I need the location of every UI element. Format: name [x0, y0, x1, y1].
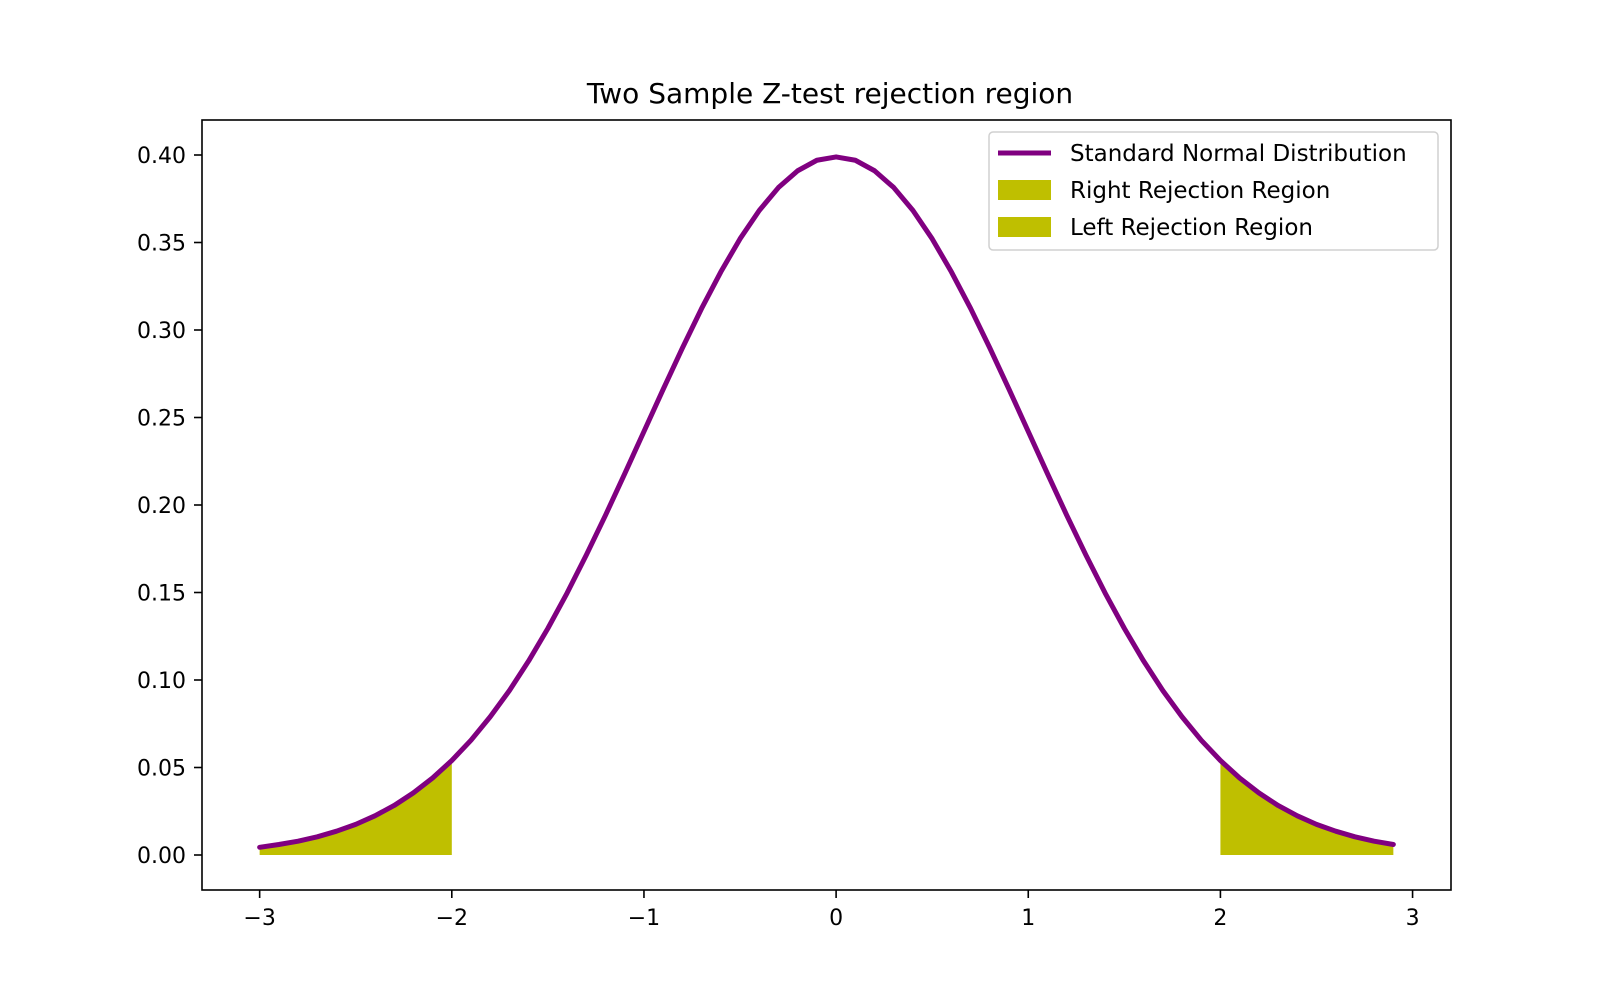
x-tick-label: 1 [1021, 906, 1035, 931]
legend-box [988, 131, 1439, 251]
y-tick-label: 0.35 [137, 232, 186, 257]
fill-left-rejection-region [259, 760, 452, 855]
legend-swatch [998, 180, 1051, 200]
x-tick-label: 2 [1213, 906, 1227, 931]
y-tick-label: 0.00 [137, 844, 186, 869]
x-tick-label: 3 [1406, 906, 1420, 931]
y-tick-label: 0.15 [137, 582, 186, 607]
y-tick-label: 0.25 [137, 407, 186, 432]
x-tick-label: −1 [628, 906, 660, 931]
legend-label: Standard Normal Distribution [1070, 141, 1407, 167]
x-tick-label: −3 [243, 906, 275, 931]
y-tick-label: 0.10 [137, 669, 186, 694]
legend-label: Left Rejection Region [1070, 215, 1313, 241]
x-tick-label: −2 [436, 906, 468, 931]
legend-swatch [998, 217, 1051, 237]
x-axis: −3 −2 −1 0 1 2 3 [243, 890, 1420, 931]
fill-right-rejection-region [1220, 760, 1394, 855]
y-tick-label: 0.30 [137, 319, 186, 344]
legend: Standard Normal Distribution Right Reject… [988, 131, 1439, 251]
y-tick-label: 0.40 [137, 144, 186, 169]
y-axis: 0.00 0.05 0.10 0.15 0.20 0.25 0.30 0.35 0.40 [137, 144, 202, 869]
x-tick-label: 0 [829, 906, 843, 931]
y-tick-label: 0.05 [137, 757, 186, 782]
chart-title: Two Sample Z-test rejection region [586, 77, 1073, 110]
plot-lines [257, 154, 1396, 850]
plot-fills [259, 760, 1394, 855]
line-standard-normal-distribution [257, 154, 1396, 850]
y-tick-label: 0.20 [137, 494, 186, 519]
legend-label: Right Rejection Region [1070, 178, 1330, 204]
